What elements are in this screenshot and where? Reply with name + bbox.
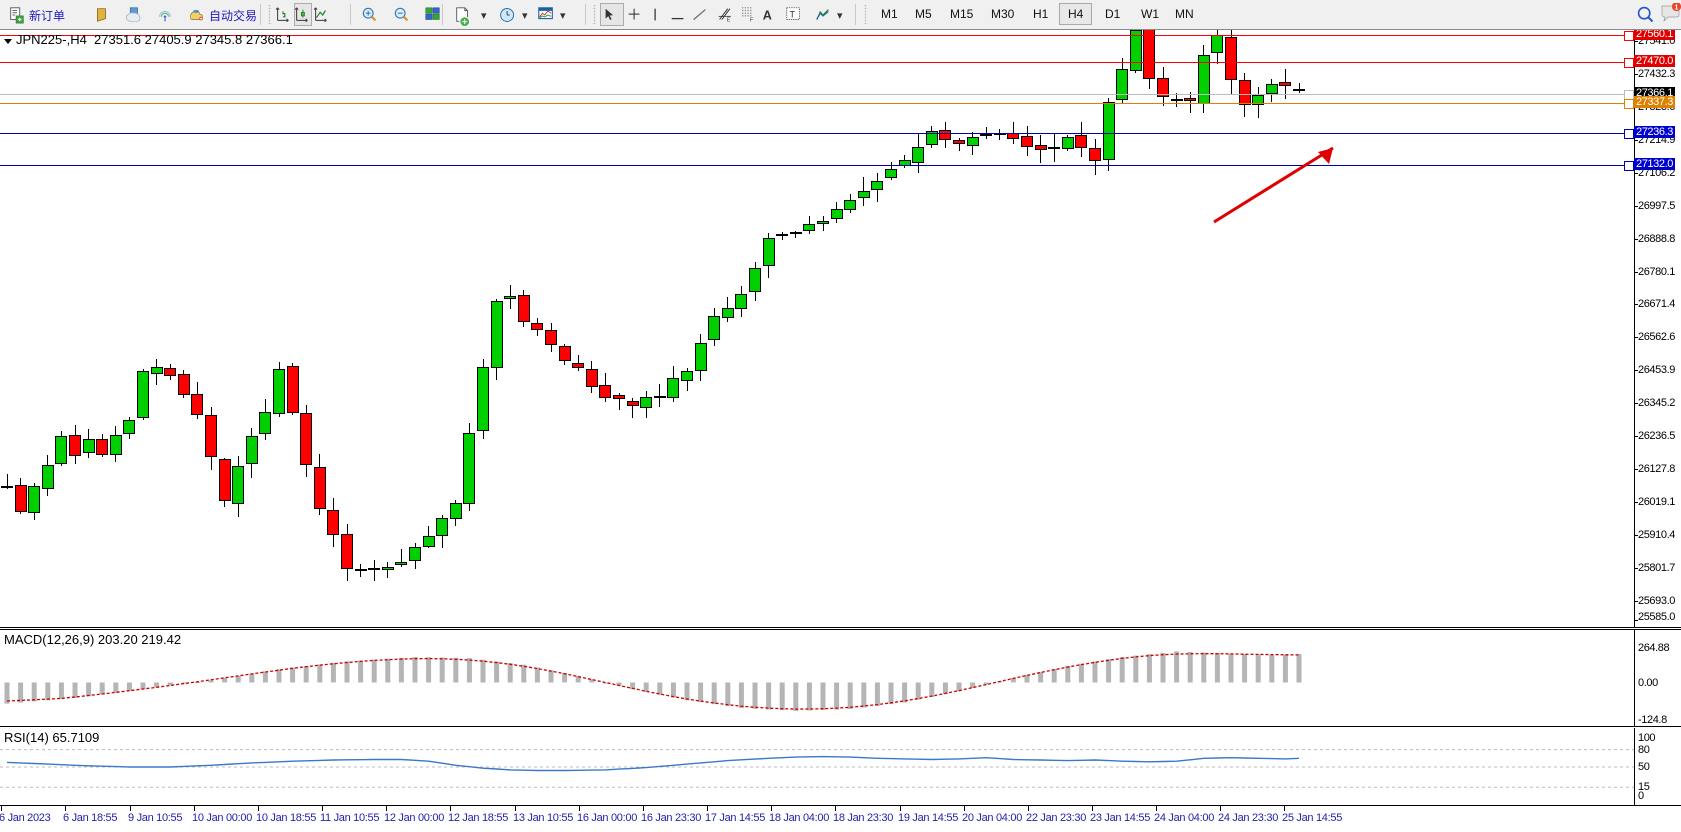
svg-text:F: F — [749, 17, 753, 23]
svg-text:A: A — [762, 8, 771, 22]
svg-text:1: 1 — [1675, 4, 1679, 11]
svg-text:T: T — [789, 9, 795, 19]
svg-text:E: E — [726, 17, 730, 23]
